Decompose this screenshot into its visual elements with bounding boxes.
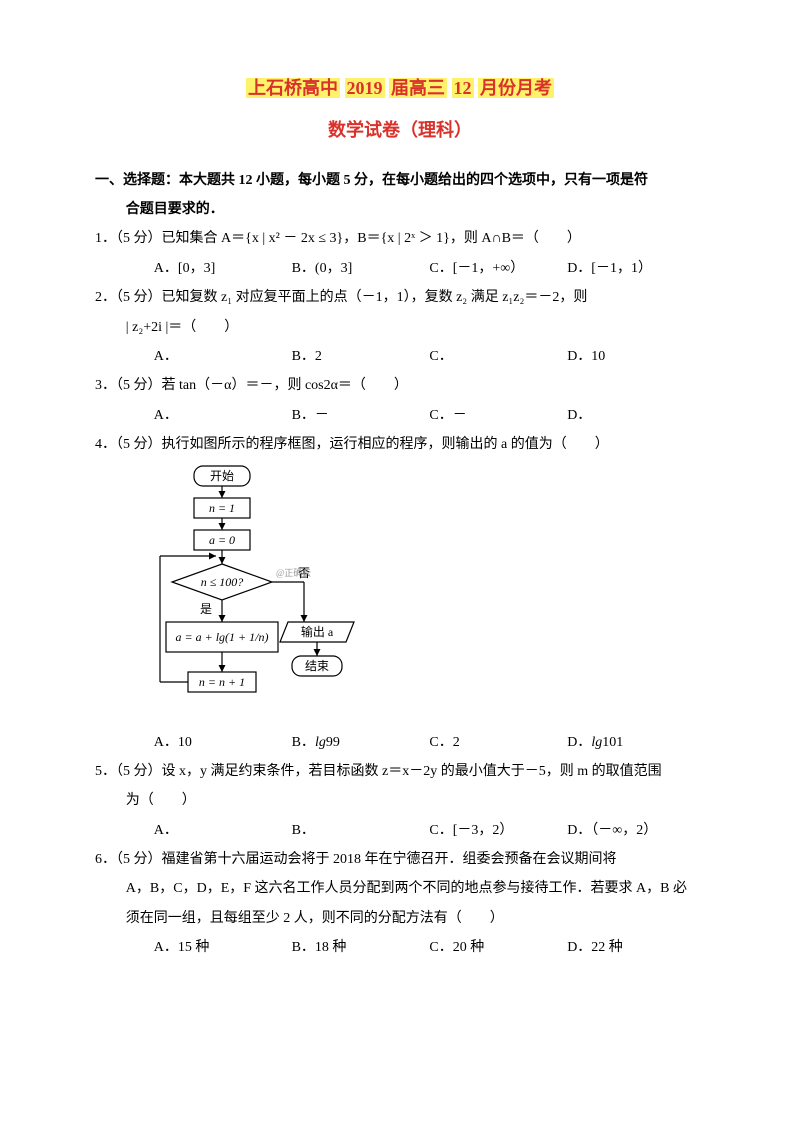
flow-a0: a = 0 <box>209 532 235 546</box>
q2-opt-d: D．10 <box>567 342 705 371</box>
q4-opt-b: B．lg99 <box>292 728 430 757</box>
title-main: 上石桥高中 2019 届高三 12 月份月考 <box>95 70 705 108</box>
title-sp <box>340 78 345 98</box>
section-head-line2: 合题目要求的． <box>95 195 705 224</box>
q1-options: A．[0，3] B．(0，3] C．[－1，+∞） D．[－1，1） <box>95 254 705 283</box>
title-sp3 <box>447 78 452 98</box>
q2-stem1: 2．（5 分）已知复数 z₁ 对应复平面上的点（－1，1），复数 z₂ 满足 z… <box>95 283 705 312</box>
q6-stem1: 6．（5 分）福建省第十六届运动会将于 2018 年在宁德召开．组委会预备在会议… <box>95 845 705 874</box>
flow-no: 否 <box>298 565 310 579</box>
q5-opt-c: C．[－3，2） <box>429 816 567 845</box>
q4-stem: 4．（5 分）执行如图所示的程序框图，运行相应的程序，则输出的 a 的值为（ ） <box>95 430 705 459</box>
flow-cond: n ≤ 100? <box>201 574 244 588</box>
flow-out: 输出 a <box>301 623 334 638</box>
title-suffix: 月份月考 <box>478 78 554 98</box>
q1-opt-c: C．[－1，+∞） <box>429 254 567 283</box>
flow-end: 结束 <box>305 658 329 672</box>
q1-stem: 1．（5 分）已知集合 A＝{x | x² － 2x ≤ 3}，B＝{x | 2… <box>95 224 705 253</box>
title-year: 2019 <box>345 78 385 98</box>
q4-opt-d: D．lg101 <box>567 728 705 757</box>
exam-page: 上石桥高中 2019 届高三 12 月份月考 数学试卷（理科） 一、选择题：本大… <box>0 0 800 1132</box>
flowchart: 开始 n = 1 a = 0 n ≤ 100? @正确云 是 <box>95 464 414 724</box>
question-6: 6．（5 分）福建省第十六届运动会将于 2018 年在宁德召开．组委会预备在会议… <box>95 845 705 963</box>
q2-stem2: | z₂+2i |＝（ ） <box>95 313 705 342</box>
q4-opt-a: A．10 <box>154 728 292 757</box>
question-5: 5．（5 分）设 x，y 满足约束条件，若目标函数 z＝x－2y 的最小值大于－… <box>95 757 705 845</box>
question-4: 4．（5 分）执行如图所示的程序框图，运行相应的程序，则输出的 a 的值为（ ）… <box>95 430 705 757</box>
q3-stem: 3．（5 分）若 tan（－α）＝－，则 cos2α＝（ ） <box>95 371 705 400</box>
q6-stem3: 须在同一组，且每组至少 2 人，则不同的分配方法有（ ） <box>95 904 705 933</box>
title-grade: 届高三 <box>389 78 447 98</box>
section-head-line1: 一、选择题：本大题共 12 小题，每小题 5 分，在每小题给出的四个选项中，只有… <box>95 166 705 195</box>
question-3: 3．（5 分）若 tan（－α）＝－，则 cos2α＝（ ） A． B．－ C．… <box>95 371 705 430</box>
q3-opt-d: D． <box>567 401 705 430</box>
q5-stem2: 为（ ） <box>95 786 705 815</box>
flow-inc: n = n + 1 <box>199 674 245 688</box>
title-school: 上石桥高中 <box>246 78 340 98</box>
q6-stem2: A，B，C，D，E，F 这六名工作人员分配到两个不同的地点参与接待工作．若要求 … <box>95 874 705 903</box>
flow-upd: a = a + lg(1 + 1/n) <box>175 629 268 643</box>
flow-n1: n = 1 <box>209 500 235 514</box>
question-2: 2．（5 分）已知复数 z₁ 对应复平面上的点（－1，1），复数 z₂ 满足 z… <box>95 283 705 371</box>
q5-opt-d: D．（－∞，2） <box>567 816 705 845</box>
flow-start: 开始 <box>210 468 234 482</box>
q4-options: A．10 B．lg99 C．2 D．lg101 <box>95 728 705 757</box>
q3-opt-a: A． <box>154 401 292 430</box>
q2-options: A． B．2 C． D．10 <box>95 342 705 371</box>
q3-opt-b: B．－ <box>292 401 430 430</box>
q6-opt-a: A．15 种 <box>154 933 292 962</box>
q3-opt-c: C．－ <box>429 401 567 430</box>
q2-opt-c: C． <box>429 342 567 371</box>
q2-opt-b: B．2 <box>292 342 430 371</box>
q4-opt-c: C．2 <box>429 728 567 757</box>
title-month: 12 <box>452 78 474 98</box>
q6-opt-b: B．18 种 <box>292 933 430 962</box>
q2-opt-a: A． <box>154 342 292 371</box>
q6-opt-d: D．22 种 <box>567 933 705 962</box>
question-1: 1．（5 分）已知集合 A＝{x | x² － 2x ≤ 3}，B＝{x | 2… <box>95 224 705 283</box>
q6-opt-c: C．20 种 <box>429 933 567 962</box>
flow-yes: 是 <box>200 601 212 615</box>
title-sub: 数学试卷（理科） <box>95 112 705 150</box>
q3-options: A． B．－ C．－ D． <box>95 401 705 430</box>
q6-options: A．15 种 B．18 种 C．20 种 D．22 种 <box>95 933 705 962</box>
q5-stem1: 5．（5 分）设 x，y 满足约束条件，若目标函数 z＝x－2y 的最小值大于－… <box>95 757 705 786</box>
q5-opt-b: B． <box>292 816 430 845</box>
q5-opt-a: A． <box>154 816 292 845</box>
q1-opt-a: A．[0，3] <box>154 254 292 283</box>
q1-opt-b: B．(0，3] <box>292 254 430 283</box>
q1-opt-d: D．[－1，1） <box>567 254 705 283</box>
q5-options: A． B． C．[－3，2） D．（－∞，2） <box>95 816 705 845</box>
